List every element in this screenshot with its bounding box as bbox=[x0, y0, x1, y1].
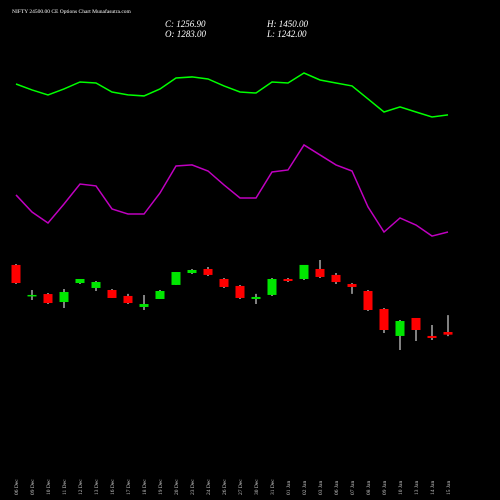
x-tick-label: 24 Dec bbox=[206, 479, 212, 495]
x-tick-label: 30 Dec bbox=[254, 479, 260, 495]
x-tick-label: 11 Dec bbox=[62, 479, 68, 495]
open-info: O: 1283.00 bbox=[165, 29, 206, 39]
candle-body bbox=[363, 291, 373, 310]
candle-body bbox=[11, 264, 21, 284]
x-tick-label: 08 Jan bbox=[366, 481, 372, 495]
candle-body bbox=[331, 274, 341, 283]
x-tick-label: 13 Jan bbox=[414, 481, 420, 495]
candle-body bbox=[139, 304, 149, 307]
chart-title: NIFTY 24500.00 CE Options Chart Munafasu… bbox=[12, 8, 132, 15]
candle-body bbox=[187, 269, 197, 274]
x-tick-label: 20 Dec bbox=[174, 479, 180, 495]
x-tick-label: 09 Jan bbox=[382, 481, 388, 495]
x-tick-label: 27 Dec bbox=[238, 479, 244, 495]
candle-body bbox=[171, 272, 181, 285]
x-tick-label: 01 Jan bbox=[286, 481, 292, 495]
candle-body bbox=[235, 285, 245, 298]
candle-body bbox=[27, 294, 37, 297]
candle-body bbox=[219, 278, 229, 287]
x-tick-label: 07 Jan bbox=[350, 481, 356, 495]
x-tick-label: 18 Dec bbox=[142, 479, 148, 495]
x-tick-label: 06 Dec bbox=[14, 479, 20, 495]
x-tick-label: 19 Dec bbox=[158, 479, 164, 495]
candle-body bbox=[347, 284, 357, 287]
close-info: C: 1256.90 bbox=[165, 19, 206, 29]
x-tick-label: 12 Dec bbox=[78, 479, 84, 495]
candle-body bbox=[443, 332, 453, 335]
candle-body bbox=[283, 278, 293, 282]
x-tick-label: 02 Jan bbox=[302, 481, 308, 495]
candle-body bbox=[411, 317, 421, 330]
x-tick-label: 23 Dec bbox=[190, 479, 196, 495]
candle-body bbox=[59, 292, 69, 303]
candle-body bbox=[107, 289, 117, 298]
candle-body bbox=[43, 294, 53, 304]
indicator-line bbox=[15, 72, 449, 118]
candle-body bbox=[267, 278, 277, 295]
x-tick-label: 06 Jan bbox=[334, 481, 340, 495]
candle-body bbox=[379, 308, 389, 330]
candle-body bbox=[427, 335, 437, 338]
candle-body bbox=[299, 264, 309, 279]
x-tick-label: 15 Jan bbox=[446, 481, 452, 495]
x-tick-label: 17 Dec bbox=[126, 479, 132, 495]
candle-body bbox=[91, 282, 101, 288]
candle-body bbox=[251, 296, 261, 299]
indicator-line bbox=[15, 143, 449, 237]
x-tick-label: 16 Dec bbox=[110, 479, 116, 495]
x-tick-label: 14 Jan bbox=[430, 481, 436, 495]
x-tick-label: 10 Dec bbox=[46, 479, 52, 495]
low-info: L: 1242.00 bbox=[266, 29, 307, 39]
candle-body bbox=[123, 295, 133, 304]
x-tick-label: 13 Dec bbox=[94, 479, 100, 495]
x-tick-label: 09 Dec bbox=[30, 479, 36, 495]
x-tick-label: 10 Jan bbox=[398, 481, 404, 495]
x-tick-label: 31 Dec bbox=[270, 479, 276, 495]
candle-body bbox=[75, 278, 85, 284]
x-tick-label: 26 Dec bbox=[222, 479, 228, 495]
x-tick-label: 03 Jan bbox=[318, 481, 324, 495]
high-info: H: 1450.00 bbox=[266, 19, 308, 29]
candle-body bbox=[203, 268, 213, 275]
candle-body bbox=[315, 268, 325, 277]
candle-body bbox=[395, 321, 405, 336]
candle-body bbox=[155, 291, 165, 299]
